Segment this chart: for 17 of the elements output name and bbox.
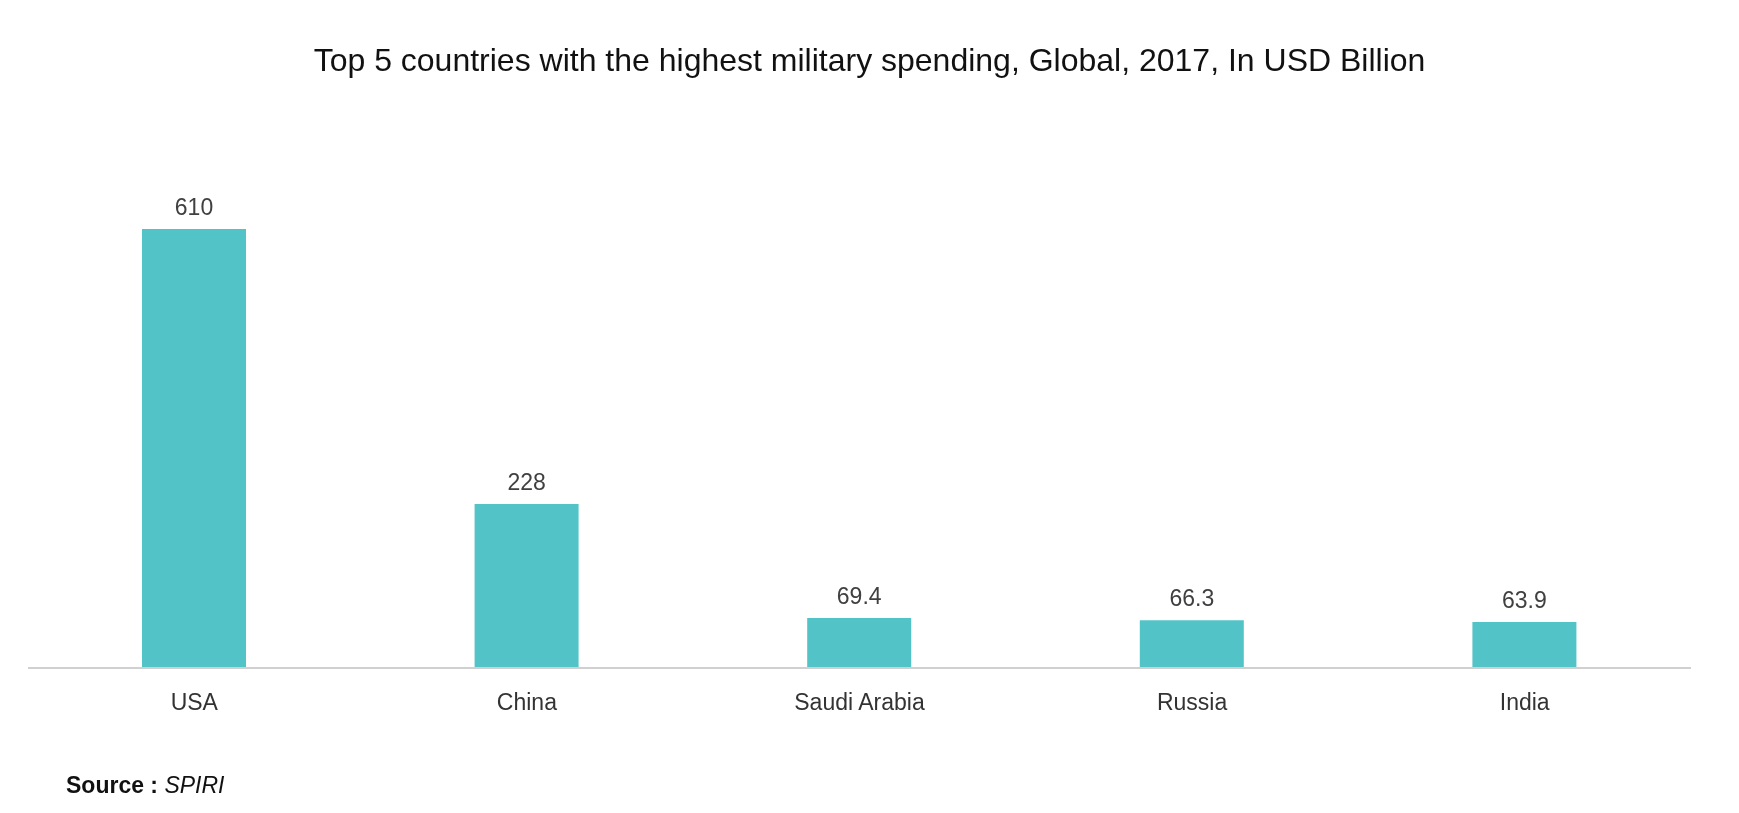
x-tick-label: USA [170,689,219,716]
x-tick-label: Russia [1156,689,1228,716]
chart-title: Top 5 countries with the highest military spending, Global, 2017, In USD Billion [312,41,1427,80]
bar [1472,622,1577,668]
data-label: 228 [507,468,546,495]
data-label: 69.4 [836,583,882,610]
data-label: 66.3 [1169,585,1215,612]
bar [1139,620,1244,668]
bar [807,618,912,668]
x-tick-label: Saudi Arabia [794,689,925,716]
bar [474,503,579,668]
bar [142,229,246,668]
x-tick-label: China [496,689,558,716]
source-note: Source : SPIRI [66,772,225,798]
x-tick-label: India [1499,689,1550,716]
data-label: 610 [174,194,214,220]
data-label: 63.9 [1502,587,1547,614]
